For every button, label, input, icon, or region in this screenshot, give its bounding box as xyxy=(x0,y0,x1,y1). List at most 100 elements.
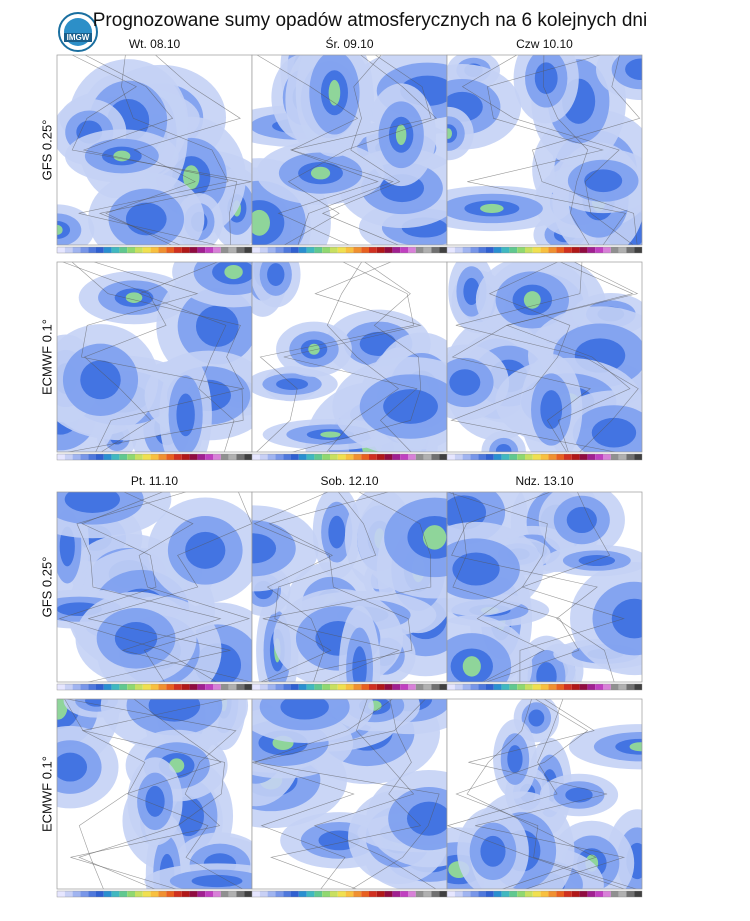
colorbar-cell xyxy=(603,684,611,690)
border-line xyxy=(139,262,235,452)
precip-area xyxy=(57,224,63,236)
border-line xyxy=(71,262,244,452)
colorbar-cell xyxy=(135,891,143,897)
colorbar-cell xyxy=(634,454,642,460)
colorbar-cell xyxy=(610,247,619,253)
colorbar-cell xyxy=(361,247,369,253)
colorbar-cell xyxy=(509,454,518,460)
colorbar-cell xyxy=(408,891,416,897)
precip-area xyxy=(252,209,270,236)
colorbar-cell xyxy=(353,247,362,253)
colorbar-cell xyxy=(57,247,65,253)
colorbar-cell xyxy=(283,684,291,690)
colorbar-cell xyxy=(447,891,455,897)
colorbar-cell xyxy=(181,684,190,690)
colorbar-cell xyxy=(486,247,494,253)
colorbar-cell xyxy=(501,247,510,253)
colorbar-cell xyxy=(447,684,455,690)
border-line xyxy=(452,492,580,682)
colorbar-cell xyxy=(478,247,486,253)
colorbar-cell xyxy=(111,891,120,897)
colorbar-cell xyxy=(525,454,533,460)
colorbar-cell xyxy=(298,891,307,897)
colorbar-cell xyxy=(80,684,89,690)
colorbar-cell xyxy=(119,247,128,253)
border-line xyxy=(455,699,637,889)
precip-area xyxy=(125,202,167,236)
colorbar-cell xyxy=(447,247,455,253)
colorbar-cell xyxy=(252,247,260,253)
colorbar-cell xyxy=(532,247,541,253)
border-line xyxy=(256,262,414,452)
map-panel xyxy=(252,55,447,245)
colorbar-cell xyxy=(306,684,315,690)
colorbar-cell xyxy=(571,684,580,690)
border-line xyxy=(451,262,634,452)
colorbar-cell xyxy=(361,684,369,690)
colorbar-cell xyxy=(556,454,564,460)
colorbar-cell xyxy=(532,684,541,690)
colorbar-cell xyxy=(595,891,603,897)
title: Prognozowane sumy opadów atmosferycznych… xyxy=(93,10,647,31)
colorbar-cell xyxy=(181,891,190,897)
colorbar-cell xyxy=(525,684,533,690)
border-line xyxy=(461,55,634,245)
colorbar-cell xyxy=(369,454,377,460)
colorbar-cell xyxy=(213,684,221,690)
colorbar-cell xyxy=(337,247,346,253)
precip-area xyxy=(352,646,367,682)
colorbar-cell xyxy=(197,891,206,897)
colorbar-cell xyxy=(142,454,151,460)
precip-area xyxy=(320,431,341,438)
precip-area xyxy=(57,699,68,720)
colorbar-cell xyxy=(361,454,369,460)
colorbar-cell xyxy=(96,247,104,253)
colorbar-cell xyxy=(556,247,564,253)
logo: IMGW xyxy=(58,12,98,52)
colorbar-cell xyxy=(119,891,128,897)
map-panel xyxy=(447,55,642,245)
precip-area xyxy=(280,699,329,720)
model-label: ECMWF 0.1° xyxy=(39,756,54,832)
map-frame xyxy=(446,261,643,453)
colorbar-cell xyxy=(142,684,151,690)
colorbar-cell xyxy=(220,891,229,897)
border-line xyxy=(467,55,627,245)
colorbar-cell xyxy=(548,454,557,460)
colorbar-cell xyxy=(88,684,96,690)
colorbar-cell xyxy=(384,891,393,897)
colorbar-cell xyxy=(587,684,596,690)
colorbar-cell xyxy=(361,891,369,897)
precip-area xyxy=(452,552,500,586)
colorbar-cell xyxy=(345,891,354,897)
colorbar-cell xyxy=(166,247,174,253)
colorbar-cell xyxy=(189,454,198,460)
colorbar-cell xyxy=(64,454,73,460)
precip-area xyxy=(629,742,642,752)
map-panel xyxy=(57,262,252,452)
colorbar-cell xyxy=(501,891,510,897)
model-label: GFS 0.25° xyxy=(39,120,54,181)
colorbar-cell xyxy=(423,891,432,897)
colorbar-cell xyxy=(400,247,408,253)
precip-area xyxy=(80,360,121,400)
border-line xyxy=(105,55,241,245)
colorbar-cell xyxy=(579,684,588,690)
colorbar-cell xyxy=(314,684,323,690)
colorbar-cell xyxy=(392,684,401,690)
colorbar-cell xyxy=(626,891,635,897)
day-label: Czw 10.10 xyxy=(516,37,573,51)
colorbar-cell xyxy=(486,891,494,897)
border-line xyxy=(262,492,432,682)
border-line xyxy=(252,699,426,889)
colorbar-cell xyxy=(322,247,330,253)
precip-area xyxy=(252,533,277,564)
colorbar-cell xyxy=(595,454,603,460)
colorbar-cell xyxy=(127,454,135,460)
colorbar-cell xyxy=(142,247,151,253)
border-line xyxy=(283,262,422,452)
colorbar-cell xyxy=(135,454,143,460)
colorbar-cell xyxy=(517,247,525,253)
colorbar-cell xyxy=(384,247,393,253)
colorbar-cell xyxy=(564,684,572,690)
